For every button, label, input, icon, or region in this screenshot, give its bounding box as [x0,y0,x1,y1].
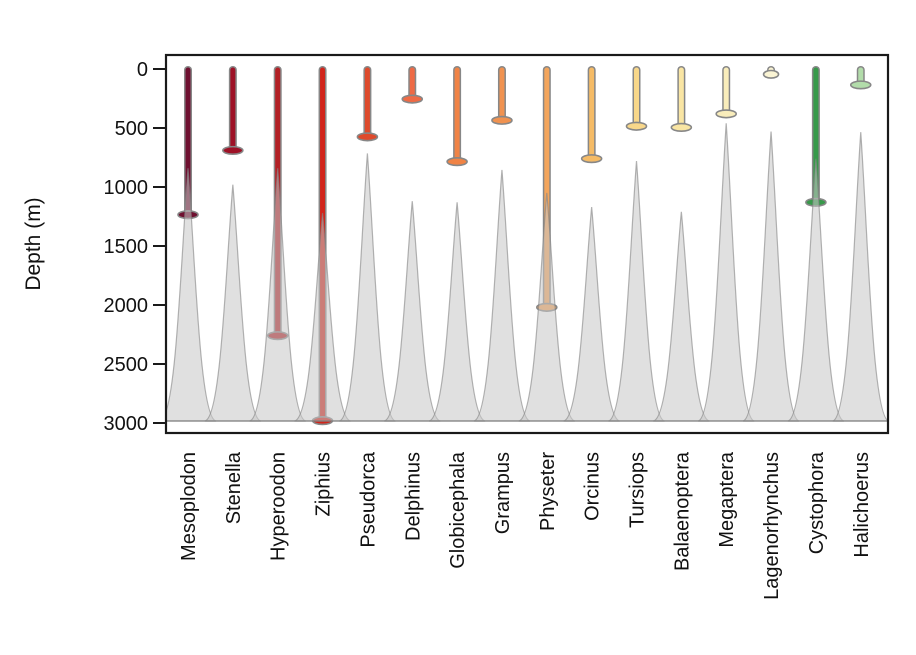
bar-foot-marker [222,145,244,156]
depth-bar-globicephala [446,66,468,167]
bar-foot-marker [580,154,603,164]
genus-label-globicephala: Globicephala [447,451,469,569]
depth-bar-grampus [491,66,513,125]
violin-halichoerus [832,132,887,422]
depth-bar-halichoerus [849,66,872,90]
bar-foot-marker [401,94,424,104]
violin-globicephala [428,202,486,422]
genus-label-delphinus: Delphinus [402,452,424,541]
bar-foot-marker [715,109,738,119]
violin-balaenoptera [653,211,710,422]
depth-bar-delphinus [401,66,424,104]
depth-bar-megaptera [715,66,738,119]
y-tick-label: 1500 [104,236,149,258]
genus-label-halichoerus: Halichoerus [851,452,873,558]
y-tick-label: 0 [137,59,148,81]
genus-label-megaptera: Megaptera [716,451,738,547]
violin-orcinus [563,207,620,422]
violin-pseudorca [339,153,396,422]
bar-foot-marker [849,80,872,90]
genus-label-ziphius: Ziphius [313,452,335,516]
violin-physeter [518,192,576,422]
violin-megaptera [697,123,755,422]
violin-layer [167,123,887,422]
bar-foot-marker [356,132,379,142]
y-tick-label: 500 [115,118,148,140]
violin-grampus [473,169,531,422]
genus-label-stenella: Stenella [223,451,245,524]
depth-bar-tursiops [625,66,648,131]
bar-foot-marker [762,69,780,79]
y-axis-title: Depth (m) [22,197,45,290]
bar-foot-marker [491,115,513,125]
depth-bar-lagenorhynchus [762,66,780,79]
y-tick-label: 2000 [104,295,149,317]
depth-bar-orcinus [580,66,603,164]
depth-bar-balaenoptera [670,66,693,133]
genus-label-physeter: Physeter [537,452,559,531]
genus-label-pseudorca: Pseudorca [357,451,379,547]
genus-label-cystophora: Cystophora [806,451,828,554]
bar-foot-marker [625,121,648,131]
violin-delphinus [383,201,441,422]
y-tick-label: 3000 [104,413,149,435]
depth-bar-pseudorca [356,66,379,142]
violin-mesoplodon [167,168,217,422]
genus-label-hyperoodon: Hyperoodon [268,452,290,561]
bar-foot-marker [670,122,693,133]
violin-tursiops [608,160,665,422]
y-tick-label: 1000 [104,177,149,199]
genus-label-tursiops: Tursiops [627,452,649,528]
genus-label-lagenorhynchus: Lagenorhynchus [761,452,783,600]
y-tick-label: 2500 [104,354,149,376]
violin-cystophora [787,158,845,422]
genus-label-grampus: Grampus [492,452,514,534]
violin-hyperoodon [249,168,307,422]
violin-lagenorhynchus [742,131,800,422]
violin-stenella [204,184,262,422]
violin-ziphius [294,212,351,422]
panel-border [164,53,890,435]
bar-foot-marker [446,157,468,167]
genus-label-orcinus: Orcinus [582,452,604,521]
genus-label-mesoplodon: Mesoplodon [178,452,200,561]
depth-bar-stenella [222,66,244,156]
genus-label-balaenoptera: Balaenoptera [671,451,693,571]
